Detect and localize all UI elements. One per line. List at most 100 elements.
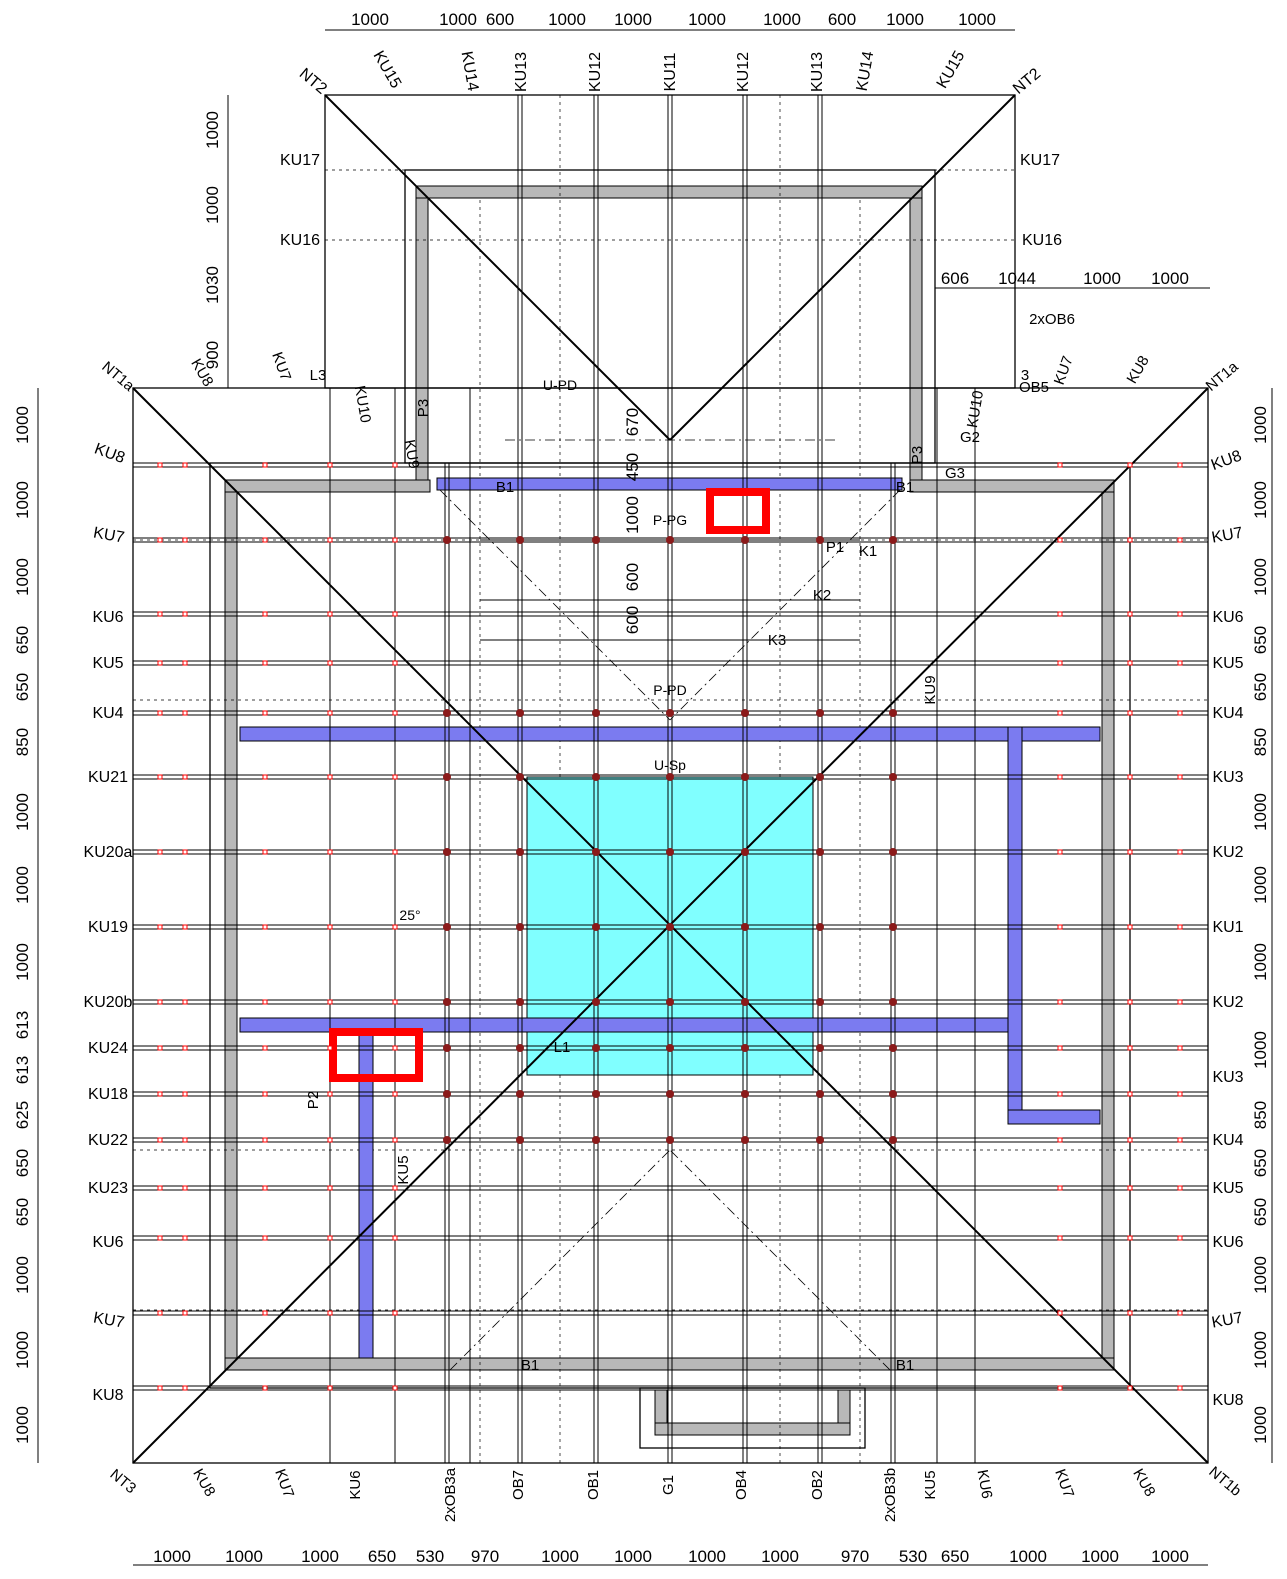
dimension-upper-right: 606 xyxy=(941,269,969,288)
label-bottom: OB4 xyxy=(733,1470,750,1500)
dimension-left: 1000 xyxy=(13,1331,32,1369)
label-left: KU23 xyxy=(88,1180,128,1197)
label-surface: 25° xyxy=(399,907,420,923)
label-upper: KU10 xyxy=(351,384,374,424)
label-upper: KU8 xyxy=(1123,353,1152,387)
label-right: KU1 xyxy=(1212,919,1243,936)
label-bottom: G1 xyxy=(660,1475,677,1495)
label-left: KU7 xyxy=(92,1309,126,1331)
label-right: KU3 xyxy=(1212,769,1243,786)
dimension-right: 1000 xyxy=(1251,866,1270,904)
dimension-top: 1000 xyxy=(351,10,389,29)
dimension-right: 650 xyxy=(1251,626,1270,654)
label-bottom: OB2 xyxy=(809,1470,826,1500)
label-surface: U-Sp xyxy=(654,757,686,773)
label-right: KU5 xyxy=(1212,1180,1243,1197)
dimension-upper-left: 1000 xyxy=(203,186,222,224)
dimension-interior: 600 xyxy=(623,606,642,634)
label-beam: P2 xyxy=(305,1091,322,1109)
dimension-left: 1000 xyxy=(13,406,32,444)
label-upper: KU7 xyxy=(1051,354,1077,387)
dimension-bottom: 1000 xyxy=(688,1547,726,1566)
label-left: KU7 xyxy=(92,524,126,546)
label-right: KU7 xyxy=(1210,524,1244,546)
label-beam: K2 xyxy=(813,587,831,604)
label-bottom: KU5 xyxy=(922,1470,939,1499)
label-top: KU14 xyxy=(854,50,878,92)
label-right: KU8 xyxy=(1209,447,1244,474)
label-upper: NT1a xyxy=(1203,358,1243,395)
label-upper: 3 xyxy=(1021,367,1029,384)
dimension-interior: 600 xyxy=(623,563,642,591)
dimension-left: 850 xyxy=(13,728,32,756)
dimension-top: 600 xyxy=(486,10,514,29)
label-left: KU6 xyxy=(92,609,123,626)
dimension-upper-left: 900 xyxy=(203,341,222,369)
dimension-left: 1000 xyxy=(13,1406,32,1444)
label-left: KU5 xyxy=(92,655,123,672)
dimension-top: 1000 xyxy=(548,10,586,29)
label-top: KU11 xyxy=(662,52,679,91)
label-surface: U-PD xyxy=(543,377,577,393)
dimension-right: 1000 xyxy=(1251,1331,1270,1369)
label-bottom: NT3 xyxy=(107,1466,140,1497)
label-top: KU13 xyxy=(809,52,826,92)
dimension-bottom: 1000 xyxy=(1009,1547,1047,1566)
dimension-top: 600 xyxy=(828,10,856,29)
dimension-left: 613 xyxy=(13,1011,32,1039)
label-top: NT2 xyxy=(296,65,330,98)
label-bottom: NT1b xyxy=(1205,1463,1244,1500)
label-bottom: OB7 xyxy=(510,1470,527,1500)
label-bottom: 2xOB3a xyxy=(442,1467,459,1522)
label-beam: B1 xyxy=(896,479,914,496)
dimension-upper-left: 1000 xyxy=(203,111,222,149)
label-bottom: KU6 xyxy=(974,1468,996,1500)
label-upper: NT1a xyxy=(98,358,138,395)
dimension-upper-right: 1000 xyxy=(1083,269,1121,288)
dimension-right: 850 xyxy=(1251,728,1270,756)
label-beam: B1 xyxy=(496,479,514,496)
dimension-right: 1000 xyxy=(1251,406,1270,444)
dimension-upper-right: 1000 xyxy=(1151,269,1189,288)
dimension-bottom: 1000 xyxy=(153,1547,191,1566)
dimension-right: 650 xyxy=(1251,1149,1270,1177)
label-top: KU15 xyxy=(370,48,405,91)
label-surface: P-PD xyxy=(653,682,686,698)
dimension-left: 1000 xyxy=(13,558,32,596)
label-right: KU2 xyxy=(1212,994,1243,1011)
label-right: KU4 xyxy=(1212,705,1243,722)
label-top-side: KU17 xyxy=(280,152,320,169)
dimension-left: 650 xyxy=(13,1149,32,1177)
label-left: KU22 xyxy=(88,1132,128,1149)
dimension-upper-left: 1030 xyxy=(203,266,222,304)
label-right: KU6 xyxy=(1212,609,1243,626)
dimension-left: 1000 xyxy=(13,943,32,981)
label-top: KU13 xyxy=(513,52,530,92)
dimension-bottom: 1000 xyxy=(1081,1547,1119,1566)
dimension-top: 1000 xyxy=(958,10,996,29)
dimension-bottom: 530 xyxy=(899,1547,927,1566)
dimension-bottom: 1000 xyxy=(761,1547,799,1566)
dimension-bottom: 650 xyxy=(941,1547,969,1566)
label-right: KU8 xyxy=(1212,1392,1243,1409)
dimension-top: 1000 xyxy=(688,10,726,29)
dimension-left: 1000 xyxy=(13,481,32,519)
dimension-bottom: 1000 xyxy=(614,1547,652,1566)
label-upper: G3 xyxy=(945,465,965,482)
dimension-right: 1000 xyxy=(1251,793,1270,831)
label-upper: L3 xyxy=(310,367,327,384)
label-bottom: KU7 xyxy=(1051,1467,1077,1500)
label-bottom: KU6 xyxy=(347,1470,364,1499)
dimension-right: 1000 xyxy=(1251,481,1270,519)
label-right: KU7 xyxy=(1210,1309,1244,1331)
label-right: KU5 xyxy=(1212,655,1243,672)
dimension-left: 1000 xyxy=(13,793,32,831)
dimension-left: 1000 xyxy=(13,866,32,904)
dimension-right: 650 xyxy=(1251,1198,1270,1226)
label-beam: L1 xyxy=(554,1039,571,1056)
dimension-bottom: 1000 xyxy=(225,1547,263,1566)
label-right: KU4 xyxy=(1212,1132,1243,1149)
label-bottom: KU8 xyxy=(189,1466,218,1500)
label-surface: P-PG xyxy=(653,512,687,528)
label-upper: KU10 xyxy=(964,389,987,429)
